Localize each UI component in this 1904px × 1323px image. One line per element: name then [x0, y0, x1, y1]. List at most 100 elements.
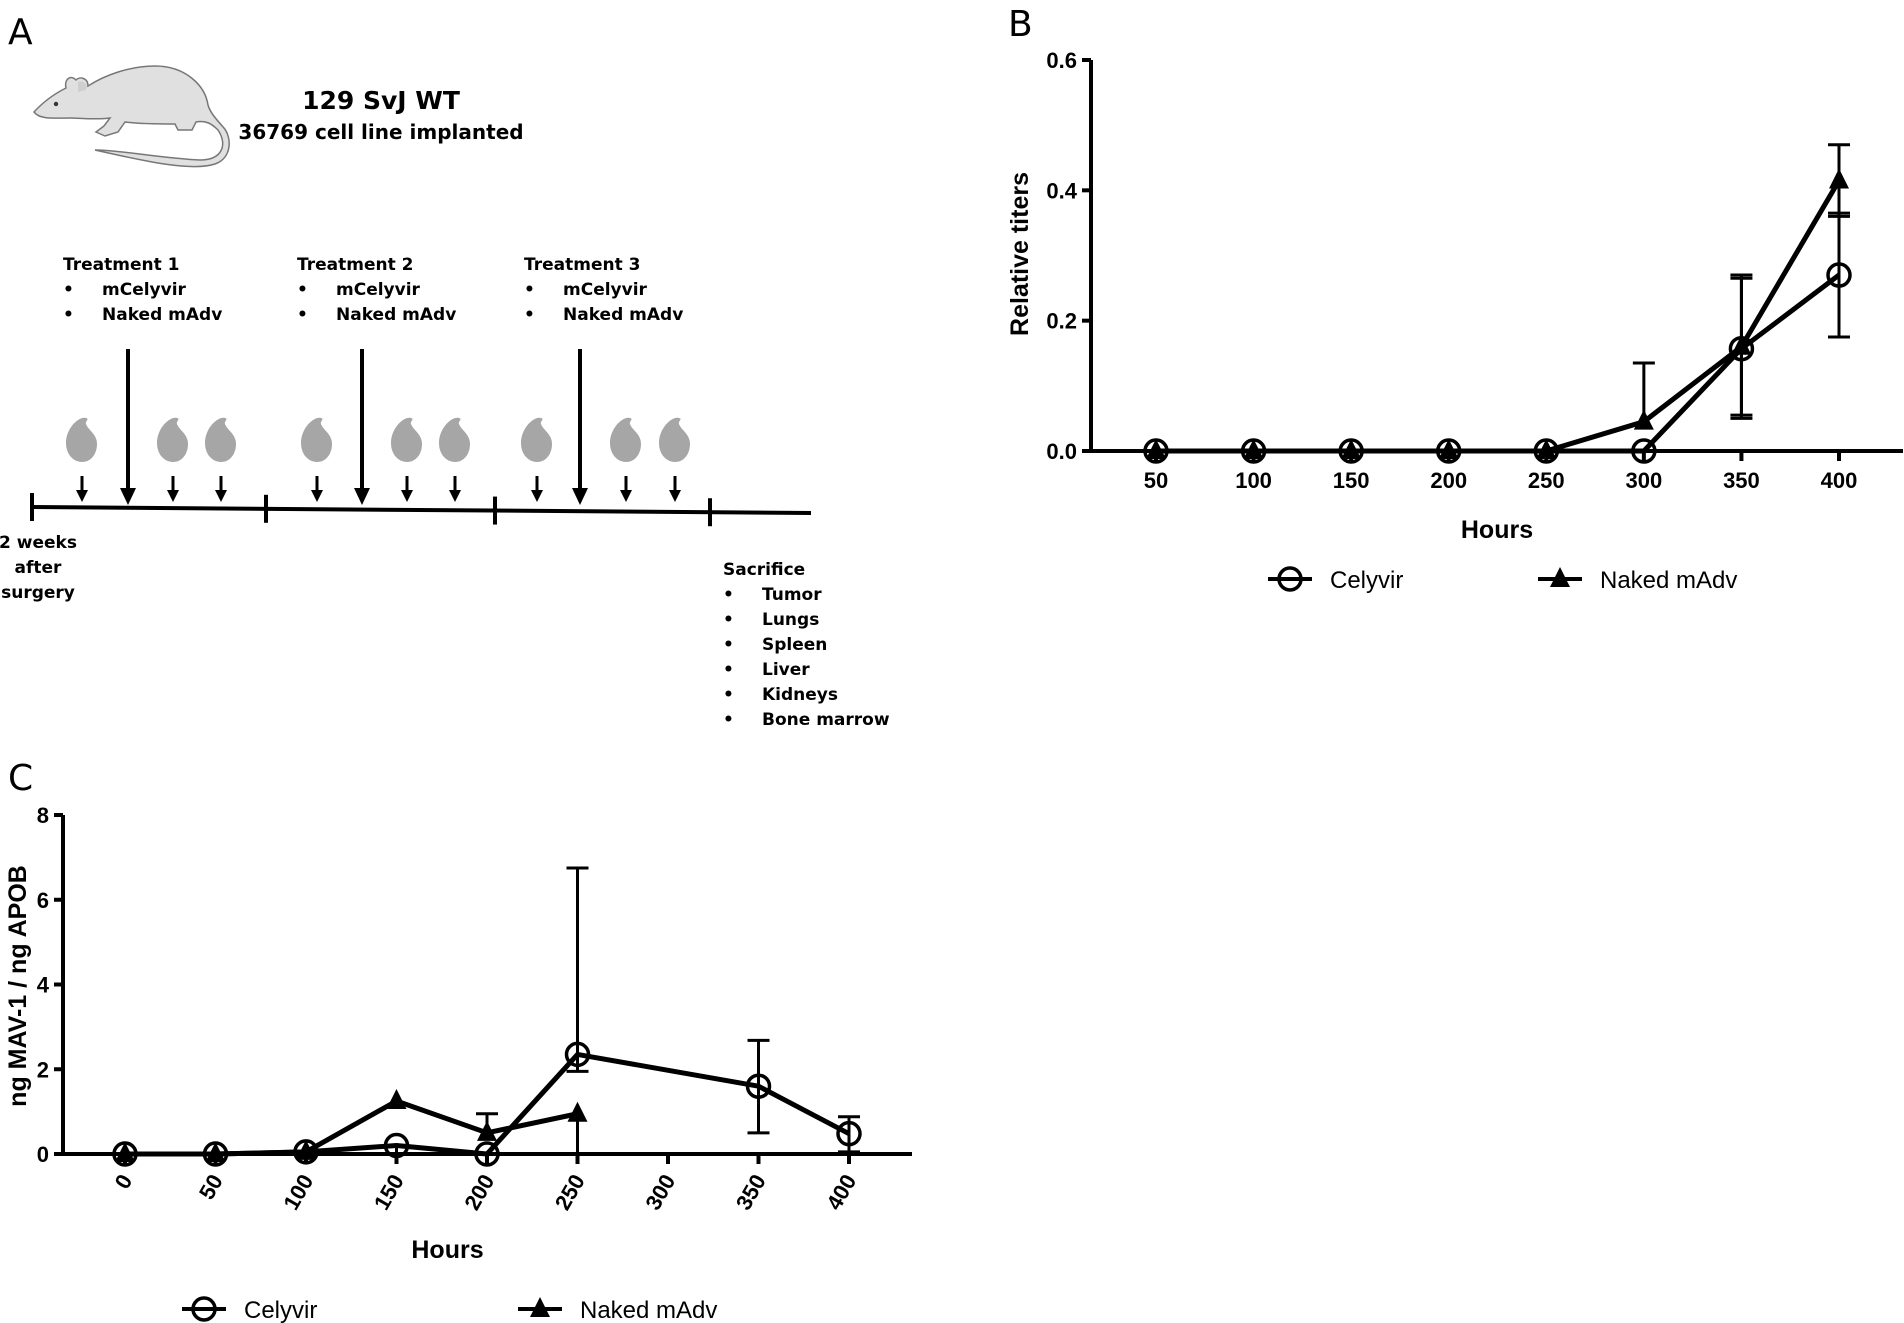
bullet: •: [524, 280, 535, 300]
implant-label: 36769 cell line implanted: [238, 120, 523, 144]
data-point: [1146, 439, 1166, 459]
drop-icon: [439, 417, 470, 462]
legend-label: Celyvir: [1330, 567, 1403, 594]
legend-label: Celyvir: [244, 1297, 317, 1323]
y-tick-label: 2: [37, 1057, 49, 1082]
arrow-down-icon: [620, 490, 632, 502]
treatment-3: Treatment 3 • mCelyvir • Naked mAdv: [524, 255, 683, 325]
treatment-item: Naked mAdv: [102, 305, 222, 325]
legend-label: Naked mAdv: [1600, 567, 1737, 594]
panel-letter-c: C: [8, 758, 33, 799]
x-tick-label: 350: [1723, 468, 1760, 493]
x-tick-label: 150: [369, 1170, 409, 1214]
bullet: •: [723, 660, 734, 680]
drop-icon: [610, 417, 641, 462]
y-axis-title: Relative titers: [1006, 172, 1034, 336]
x-tick-label: 100: [1235, 468, 1272, 493]
panel-a: A 129 SvJ WT 36769 cell line implanted T…: [0, 12, 890, 730]
data-point: [745, 1073, 772, 1099]
sacrifice-title: Sacrifice: [723, 560, 805, 580]
data-point: [1536, 439, 1557, 459]
data-point: [1438, 439, 1459, 459]
open-circle-icon: [191, 1296, 217, 1322]
data-point: [1633, 409, 1654, 430]
strain-label: 129 SvJ WT: [302, 86, 460, 115]
y-tick-label: 0.2: [1046, 309, 1077, 334]
data-point: [1243, 439, 1264, 459]
arrow-down-icon: [354, 488, 370, 505]
treatment-title: Treatment 3: [524, 255, 640, 275]
data-point: [115, 1142, 135, 1162]
treatment-2: Treatment 2 • mCelyvir • Naked mAdv: [297, 255, 456, 325]
start-label-line: surgery: [1, 583, 75, 603]
arrow-down-icon: [401, 490, 413, 502]
arrow-down-icon: [167, 490, 179, 502]
treatment-item: mCelyvir: [563, 280, 648, 300]
panel-c-chart: C 0 2 4 6 8 0 50 100 150 200 250 300 350 400 Hours ng M…: [4, 758, 912, 1323]
x-tick-label: 350: [731, 1170, 771, 1214]
sacrifice-item: Lungs: [762, 610, 819, 630]
arrow-down-icon: [669, 490, 681, 502]
legend-item: Naked mAdv: [1538, 567, 1737, 594]
start-label-line: 2 weeks: [0, 533, 77, 553]
drop-icon: [66, 417, 97, 462]
arrow-down-icon: [215, 490, 227, 502]
x-tick-label: 200: [1430, 468, 1467, 493]
legend-label: Naked mAdv: [580, 1297, 717, 1323]
x-tick-label: 50: [1144, 468, 1168, 493]
data-point: [1631, 438, 1657, 464]
y-tick-label: 0.4: [1046, 178, 1077, 203]
treatment-item: mCelyvir: [102, 280, 187, 300]
drop-icon: [157, 417, 188, 462]
legend-item: Naked mAdv: [518, 1297, 717, 1323]
timeline: [30, 349, 812, 527]
x-tick-label: 150: [1333, 468, 1370, 493]
x-tick-label: 0: [110, 1170, 138, 1193]
sacrifice-item: Liver: [762, 660, 810, 680]
arrow-down-icon: [449, 490, 461, 502]
triangle-icon: [1550, 567, 1570, 587]
y-tick-label: 0: [37, 1142, 49, 1167]
y-tick-label: 8: [37, 803, 49, 828]
data-point: [474, 1141, 500, 1167]
arrow-down-icon: [76, 490, 88, 502]
y-tick-label: 4: [37, 973, 50, 998]
bullet: •: [297, 280, 308, 300]
bullet: •: [524, 305, 535, 325]
panel-letter-a: A: [8, 12, 33, 53]
x-tick-label: 300: [640, 1170, 680, 1214]
data-point: [1829, 168, 1849, 189]
arrow-down-icon: [120, 488, 136, 505]
x-tick-label: 250: [550, 1170, 590, 1214]
y-tick-label: 6: [37, 888, 49, 913]
drop-icon: [521, 417, 552, 462]
bullet: •: [723, 585, 734, 605]
x-tick-label: 250: [1528, 468, 1565, 493]
sacrifice-item: Kidneys: [762, 685, 838, 705]
series-line: [1156, 273, 1841, 454]
bullet: •: [723, 710, 734, 730]
open-circle-icon: [1277, 566, 1303, 592]
treatment-title: Treatment 1: [63, 255, 179, 275]
x-tick-label: 200: [459, 1170, 499, 1214]
data-point: [1731, 334, 1752, 355]
data-point: [205, 1142, 226, 1162]
drop-icon: [659, 417, 690, 462]
y-axis-title: ng MAV-1 / ng APOB: [4, 865, 32, 1107]
x-axis-title: Hours: [411, 1236, 483, 1264]
treatment-title: Treatment 2: [297, 255, 413, 275]
data-point: [836, 1120, 862, 1147]
x-tick-label: 400: [1821, 468, 1858, 493]
arrow-down-icon: [531, 490, 543, 502]
legend-item: Celyvir: [182, 1296, 317, 1323]
sacrifice-list: Sacrifice • Tumor • Lungs • Spleen • Liver • Kidn…: [723, 560, 890, 730]
bullet: •: [63, 280, 74, 300]
series-line: [125, 1098, 579, 1157]
x-tick-label: 50: [194, 1170, 228, 1204]
treatment-item: mCelyvir: [336, 280, 421, 300]
triangle-icon: [530, 1297, 550, 1317]
arrow-down-icon: [311, 490, 323, 502]
x-tick-label: 300: [1625, 468, 1662, 493]
data-point: [386, 1089, 407, 1110]
x-tick-label: 100: [278, 1170, 318, 1214]
